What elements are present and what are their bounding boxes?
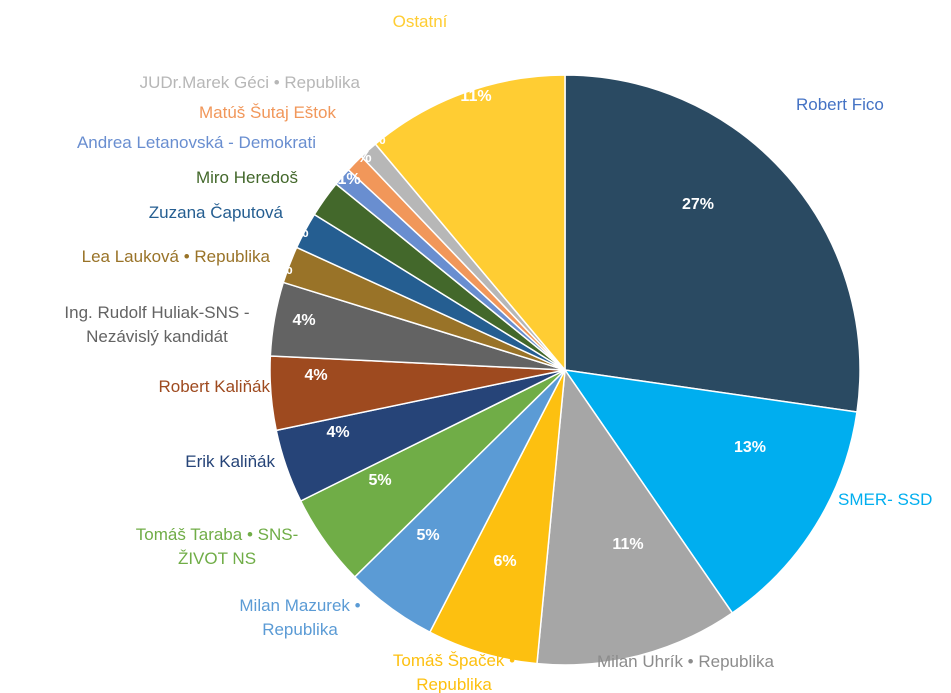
data-label: 27% [682,196,714,213]
data-label: 1% [362,131,385,148]
pie-slice [563,369,858,615]
data-label: 6% [493,553,516,570]
data-label: 1% [348,149,371,166]
data-label: 1% [337,171,360,188]
slice-label: Tomáš Taraba • SNS- ŽIVOT NS [135,525,299,568]
pie-slice [536,367,734,666]
data-label: 4% [304,367,327,384]
pie-slice [564,74,861,413]
data-label: 13% [734,439,766,456]
slice-label: Robert Fico [796,95,884,114]
slice-label: Erik Kaliňák [185,452,275,471]
data-label: 11% [460,88,491,105]
data-label: 2% [269,261,292,278]
slice-label: SMER- SSD [838,490,933,509]
data-label: 5% [416,527,439,544]
slice-label: Milan Uhrík • Republika [597,652,774,671]
slice-label: JUDr.Marek Géci • Republika [139,73,360,92]
slice-label: Ostatní [392,12,448,31]
slice-label: Milan Mazurek • Republika [239,596,361,639]
slice-label: Matúš Šutaj Eštok [198,103,336,122]
slice-label: Zuzana Čaputová [148,203,283,222]
data-label: 2% [297,194,320,211]
slice-label: Lea Lauková • Republika [81,247,270,266]
data-label: 4% [326,424,349,441]
slice-label: Tomáš Špaček • Republika [392,651,516,693]
slice-label: Robert Kaliňák [158,377,270,396]
slice-label: Ing. Rudolf Huliak-SNS - Nezávislý kandi… [64,303,250,346]
pie-slice [374,74,566,373]
slice-label: Miro Heredoš [195,168,298,187]
data-label: 2% [285,224,308,241]
data-label: 5% [368,472,391,489]
data-label: 4% [292,312,315,329]
slice-label: Andrea Letanovská - Demokrati [76,133,316,152]
data-label: 11% [612,536,643,553]
